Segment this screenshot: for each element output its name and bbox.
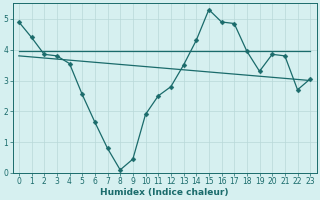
X-axis label: Humidex (Indice chaleur): Humidex (Indice chaleur) (100, 188, 229, 197)
